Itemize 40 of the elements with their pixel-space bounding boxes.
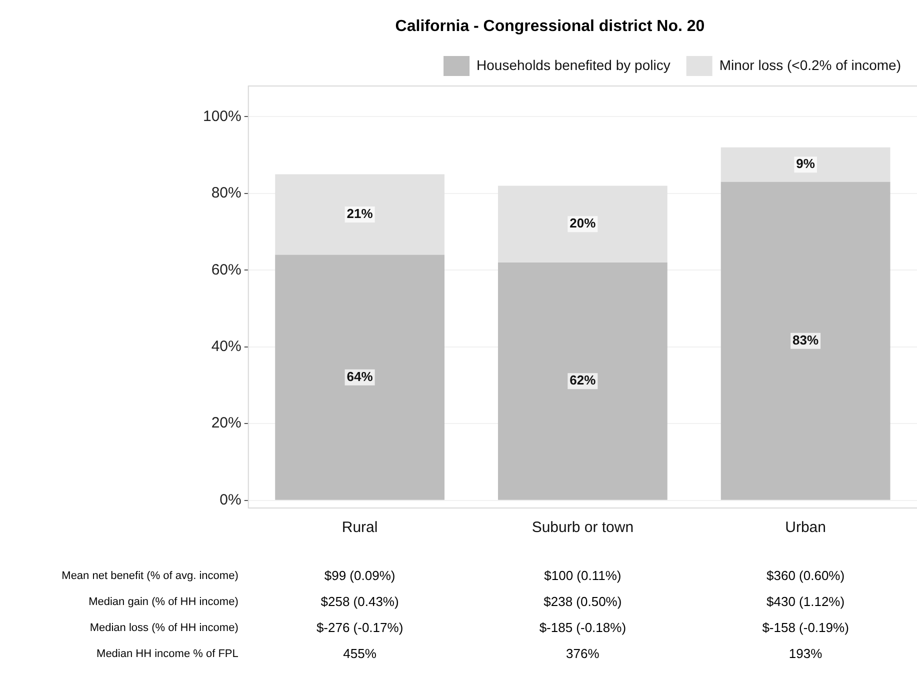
text: $360 (0.60%) [766,568,845,583]
text: $-185 (-0.18%) [539,620,626,635]
text: Median gain (% of HH income) [88,596,238,608]
text: $-276 (-0.17%) [316,620,404,635]
y-tick-label: 80% [211,184,242,202]
data-label: 9% [796,156,816,172]
bar [275,174,444,255]
text: Mean net benefit (% of avg. income) [62,570,238,582]
legend-label: Households benefited by policy [476,56,670,73]
text: 455% [343,646,376,661]
data-label: 21% [346,206,374,222]
x-tick-label: Rural [342,519,378,536]
text: $-158 (-0.19%) [762,620,849,635]
data-label: 64% [346,368,374,384]
bar [720,182,890,500]
text: 193% [788,646,822,661]
y-tick-label: 40% [211,338,242,356]
bar [275,254,444,500]
y-tick-label: 60% [211,261,242,278]
bar [498,186,668,262]
legend-label: Minor loss (<0.2% of income) [719,56,902,73]
text: $430 (1.12%) [766,594,845,609]
data-label: 20% [570,216,596,231]
text: $100 (0.11%) [544,568,622,583]
bar [498,262,668,500]
x-tick-label: Suburb or town [532,519,634,536]
text: $258 (0.43%) [320,594,399,609]
bar [720,147,890,182]
text: Median loss (% of HH income) [90,622,238,634]
y-tick-label: 100% [202,108,242,125]
x-tick-label: Urban [785,519,826,536]
data-label: 83% [792,332,820,348]
y-tick-label: 0% [220,491,242,508]
text: Median HH income % of FPL [96,648,238,660]
chart-title: California - Congressional district No. 20 [394,18,706,36]
y-tick-label: 20% [211,414,242,432]
text: $99 (0.09%) [324,568,396,583]
text: 376% [566,646,600,661]
data-label: 62% [570,372,596,388]
text: $238 (0.50%) [544,594,622,609]
